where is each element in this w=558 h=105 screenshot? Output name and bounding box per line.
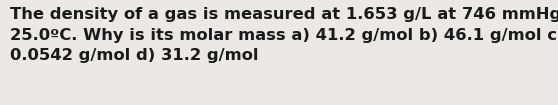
Text: The density of a gas is measured at 1.653 g/L at 746 mmHg and
25.0ºC. Why is its: The density of a gas is measured at 1.65… (10, 7, 558, 63)
